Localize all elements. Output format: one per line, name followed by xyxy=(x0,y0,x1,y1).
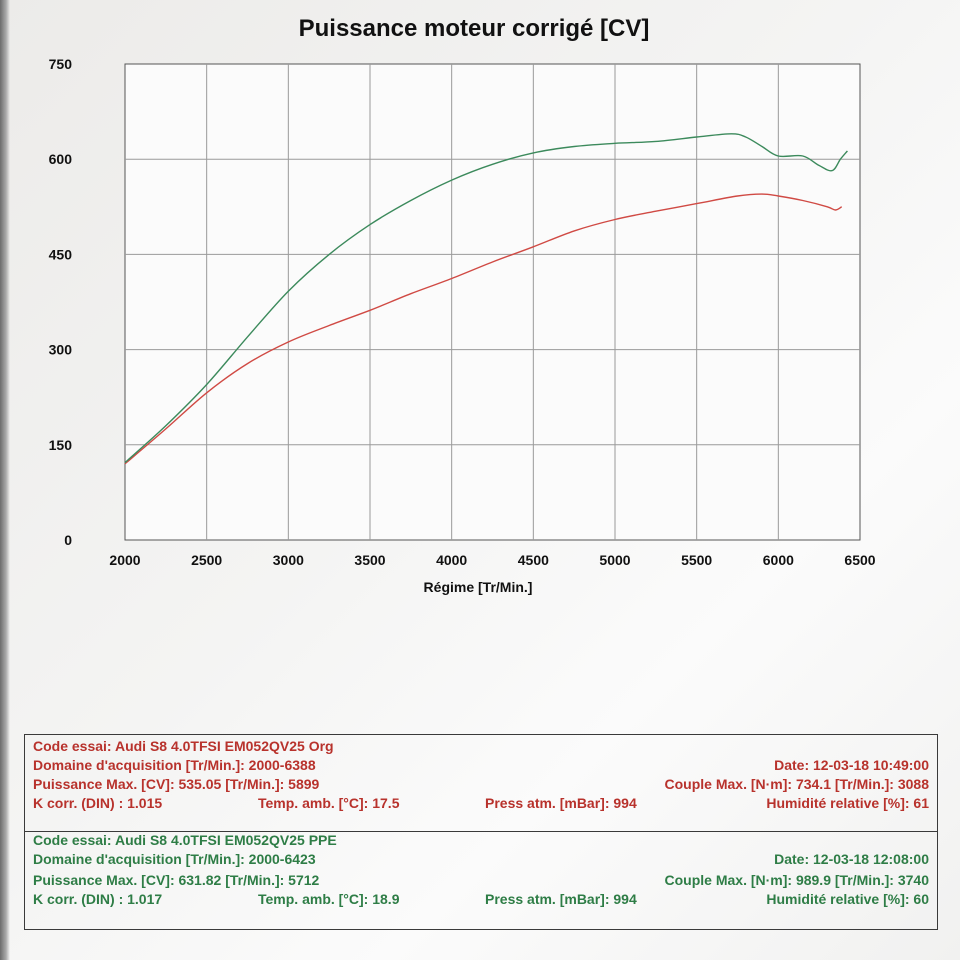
info-row-domain: Domaine d'acquisition [Tr/Min.]: 2000-64… xyxy=(33,850,929,868)
x-tick-label: 2000 xyxy=(109,552,140,568)
x-tick-label: 5500 xyxy=(681,552,712,568)
y-tick-label: 300 xyxy=(49,342,73,358)
max-torque: Couple Max. [N·m]: 734.1 [Tr/Min.]: 3088 xyxy=(664,776,930,792)
y-tick-label: 600 xyxy=(49,151,73,167)
info-row-code: Code essai: Audi S8 4.0TFSI EM052QV25 Or… xyxy=(33,737,929,755)
test-code: Code essai: Audi S8 4.0TFSI EM052QV25 Or… xyxy=(33,738,334,754)
x-axis-label: Régime [Tr/Min.] xyxy=(424,579,533,595)
info-row-conditions: K corr. (DIN) : 1.017 Temp. amb. [°C]: 1… xyxy=(33,890,929,908)
series-line-ppe xyxy=(124,133,848,464)
relative-humidity: Humidité relative [%]: 61 xyxy=(766,795,929,811)
atm-pressure: Press atm. [mBar]: 994 xyxy=(485,795,637,811)
x-tick-label: 5000 xyxy=(599,552,630,568)
relative-humidity: Humidité relative [%]: 60 xyxy=(766,891,929,907)
acquisition-domain: Domaine d'acquisition [Tr/Min.]: 2000-64… xyxy=(33,851,316,867)
info-row-max: Puissance Max. [CV]: 631.82 [Tr/Min.]: 5… xyxy=(33,871,929,889)
power-chart: Puissance moteur corrigé [CV] 2000 2500 30… xyxy=(49,15,876,595)
x-tick-label: 3000 xyxy=(273,552,304,568)
series-layer xyxy=(124,133,848,465)
x-tick-label: 6500 xyxy=(844,552,875,568)
x-tick-label: 4000 xyxy=(436,552,467,568)
max-power: Puissance Max. [CV]: 535.05 [Tr/Min.]: 5… xyxy=(33,776,320,792)
x-tick-label: 4500 xyxy=(518,552,549,568)
test-date: Date: 12-03-18 10:49:00 xyxy=(774,757,929,773)
k-correction: K corr. (DIN) : 1.017 xyxy=(33,891,163,907)
x-tick-labels: 2000 2500 3000 3500 4000 4500 5000 5500 6000 6500 xyxy=(109,552,875,568)
info-row-domain: Domaine d'acquisition [Tr/Min.]: 2000-63… xyxy=(33,756,929,774)
acquisition-domain: Domaine d'acquisition [Tr/Min.]: 2000-63… xyxy=(33,757,316,773)
x-tick-label: 6000 xyxy=(763,552,794,568)
y-tick-label: 150 xyxy=(49,437,73,453)
test-block-ppe: Code essai: Audi S8 4.0TFSI EM052QV25 PP… xyxy=(25,831,937,928)
k-correction: K corr. (DIN) : 1.015 xyxy=(33,795,163,811)
x-tick-label: 2500 xyxy=(191,552,222,568)
info-row-max: Puissance Max. [CV]: 535.05 [Tr/Min.]: 5… xyxy=(33,775,929,793)
info-row-code: Code essai: Audi S8 4.0TFSI EM052QV25 PP… xyxy=(33,831,929,849)
test-info-box: Code essai: Audi S8 4.0TFSI EM052QV25 Or… xyxy=(24,734,938,930)
y-tick-labels: 0 150 300 450 600 750 xyxy=(49,56,73,548)
series-line-org xyxy=(124,193,843,465)
test-date: Date: 12-03-18 12:08:00 xyxy=(774,851,929,867)
test-block-org: Code essai: Audi S8 4.0TFSI EM052QV25 Or… xyxy=(25,735,937,831)
test-code: Code essai: Audi S8 4.0TFSI EM052QV25 PP… xyxy=(33,832,337,848)
paper-edge-shadow xyxy=(0,0,10,960)
y-tick-label: 0 xyxy=(64,532,72,548)
ambient-temp: Temp. amb. [°C]: 18.9 xyxy=(258,891,400,907)
info-row-conditions: K corr. (DIN) : 1.015 Temp. amb. [°C]: 1… xyxy=(33,794,929,812)
plot-frame xyxy=(124,63,861,541)
atm-pressure: Press atm. [mBar]: 994 xyxy=(485,891,637,907)
y-tick-label: 750 xyxy=(49,56,73,72)
max-torque: Couple Max. [N·m]: 989.9 [Tr/Min.]: 3740 xyxy=(664,872,930,888)
max-power: Puissance Max. [CV]: 631.82 [Tr/Min.]: 5… xyxy=(33,872,320,888)
y-tick-label: 450 xyxy=(49,246,73,262)
chart-title: Puissance moteur corrigé [CV] xyxy=(299,15,650,42)
x-tick-label: 3500 xyxy=(354,552,385,568)
ambient-temp: Temp. amb. [°C]: 17.5 xyxy=(258,795,400,811)
